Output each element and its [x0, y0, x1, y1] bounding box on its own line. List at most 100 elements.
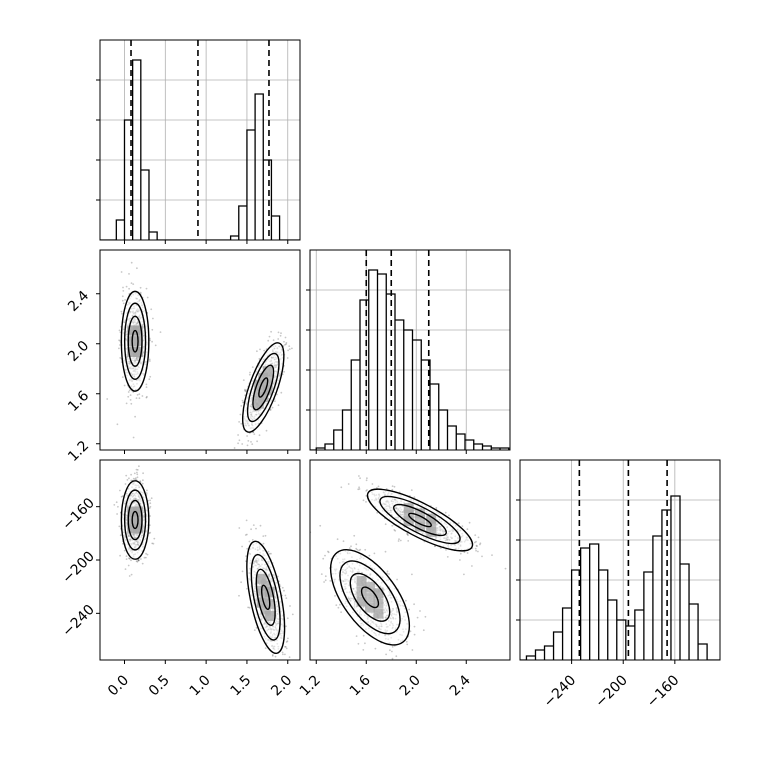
scatter-point — [267, 339, 270, 342]
scatter-point — [128, 557, 130, 560]
scatter-point — [240, 405, 243, 407]
histogram-bar — [231, 236, 239, 240]
histogram-bar — [644, 572, 653, 660]
contour — [255, 568, 276, 627]
scatter-point — [407, 534, 409, 537]
axes-frame — [99, 249, 301, 451]
scatter-point — [131, 457, 133, 459]
scatter-point — [362, 649, 365, 651]
scatter-point — [283, 340, 285, 343]
scatter-point — [151, 340, 154, 343]
scatter-point — [122, 302, 125, 305]
scatter-point — [279, 334, 282, 337]
y-tick-label: −240 — [59, 602, 98, 641]
scatter-point — [127, 477, 130, 480]
contour — [366, 488, 474, 552]
scatter-point — [246, 444, 249, 447]
scatter-point — [149, 339, 152, 342]
histogram-bar — [360, 300, 369, 450]
scatter-point — [141, 395, 144, 397]
scatter-point — [283, 370, 285, 373]
scatter-point — [340, 486, 343, 489]
scatter-point — [416, 616, 419, 619]
scatter-point — [491, 554, 493, 556]
scatter-point — [265, 429, 268, 432]
histogram-bar — [263, 160, 271, 240]
scatter-point — [118, 329, 121, 332]
scatter-point — [277, 331, 280, 334]
scatter-point — [373, 552, 376, 555]
scatter-point — [119, 344, 121, 346]
scatter-point — [411, 649, 414, 651]
scatter-point — [119, 534, 122, 537]
scatter-point — [128, 287, 131, 290]
scatter-point — [138, 559, 140, 562]
scatter-point — [481, 555, 483, 558]
scatter-point — [329, 580, 332, 582]
scatter-point — [319, 524, 322, 527]
scatter-point — [134, 415, 137, 418]
histogram-bar — [653, 536, 662, 660]
scatter-point — [285, 641, 288, 643]
scatter-point — [146, 553, 149, 556]
scatter-point — [245, 519, 248, 522]
scatter-point — [364, 548, 367, 551]
scatter-point — [337, 606, 340, 609]
scatter-point — [365, 479, 368, 482]
hist-p1-panel — [306, 249, 511, 454]
scatter-point — [139, 480, 142, 483]
scatter-point — [355, 543, 358, 546]
histogram-bar — [456, 434, 465, 450]
axes-frame — [99, 39, 301, 241]
scatter-point — [424, 615, 427, 618]
scatter-point — [139, 286, 142, 289]
scatter-point — [285, 647, 288, 650]
scatter-point — [475, 540, 477, 543]
scatter-point — [130, 282, 133, 284]
histogram-bar — [545, 646, 554, 660]
contour — [123, 489, 147, 551]
scatter-point — [396, 578, 398, 581]
scatter-point — [246, 533, 248, 536]
scatter-point — [284, 594, 287, 597]
scatter-point — [258, 357, 261, 360]
x-tick-label: 2.4 — [447, 672, 474, 699]
contour — [120, 290, 150, 392]
scatter-point — [466, 552, 469, 554]
scatter-point — [136, 476, 139, 479]
histogram-bar — [133, 60, 141, 240]
scatter-point — [359, 548, 362, 551]
scatter-point — [121, 295, 124, 298]
scatter-point — [476, 545, 478, 547]
scatter-point — [238, 439, 241, 442]
scatter-point — [357, 488, 360, 491]
scatter-point — [125, 402, 128, 405]
scatter-point — [149, 502, 152, 505]
histogram-bar — [617, 620, 626, 660]
scatter-point — [154, 344, 157, 347]
scatter-point — [391, 524, 394, 527]
scatter-point — [263, 349, 266, 352]
scatter-point — [444, 511, 447, 514]
scatter-point — [391, 646, 394, 648]
scatter-point — [274, 655, 277, 658]
scatter-p0-p2-panel: 0.0 0.5 1.0 1.5 2.0 −160 −200 −240 — [59, 457, 301, 699]
scatter-point — [127, 395, 130, 398]
scatter-point — [250, 441, 252, 443]
scatter-point — [504, 567, 507, 570]
contour — [408, 512, 432, 528]
scatter-point — [245, 555, 248, 557]
scatter-point — [245, 389, 248, 391]
scatter-point — [388, 573, 390, 575]
scatter-point — [118, 347, 120, 350]
scatter-point — [457, 522, 460, 525]
scatter-point — [422, 629, 425, 632]
scatter-point — [385, 653, 387, 656]
scatter-point — [247, 440, 250, 442]
histogram-bar — [149, 232, 157, 240]
scatter-point — [125, 558, 128, 560]
scatter-point — [262, 535, 265, 537]
scatter-point — [377, 485, 380, 488]
scatter-point — [149, 375, 152, 378]
scatter-point — [241, 399, 244, 402]
